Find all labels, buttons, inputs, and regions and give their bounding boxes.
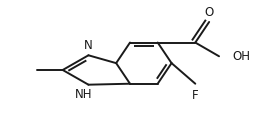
Text: NH: NH bbox=[75, 88, 92, 101]
Text: F: F bbox=[192, 89, 199, 102]
Text: N: N bbox=[84, 39, 93, 52]
Text: O: O bbox=[205, 6, 214, 19]
Text: OH: OH bbox=[232, 50, 250, 63]
